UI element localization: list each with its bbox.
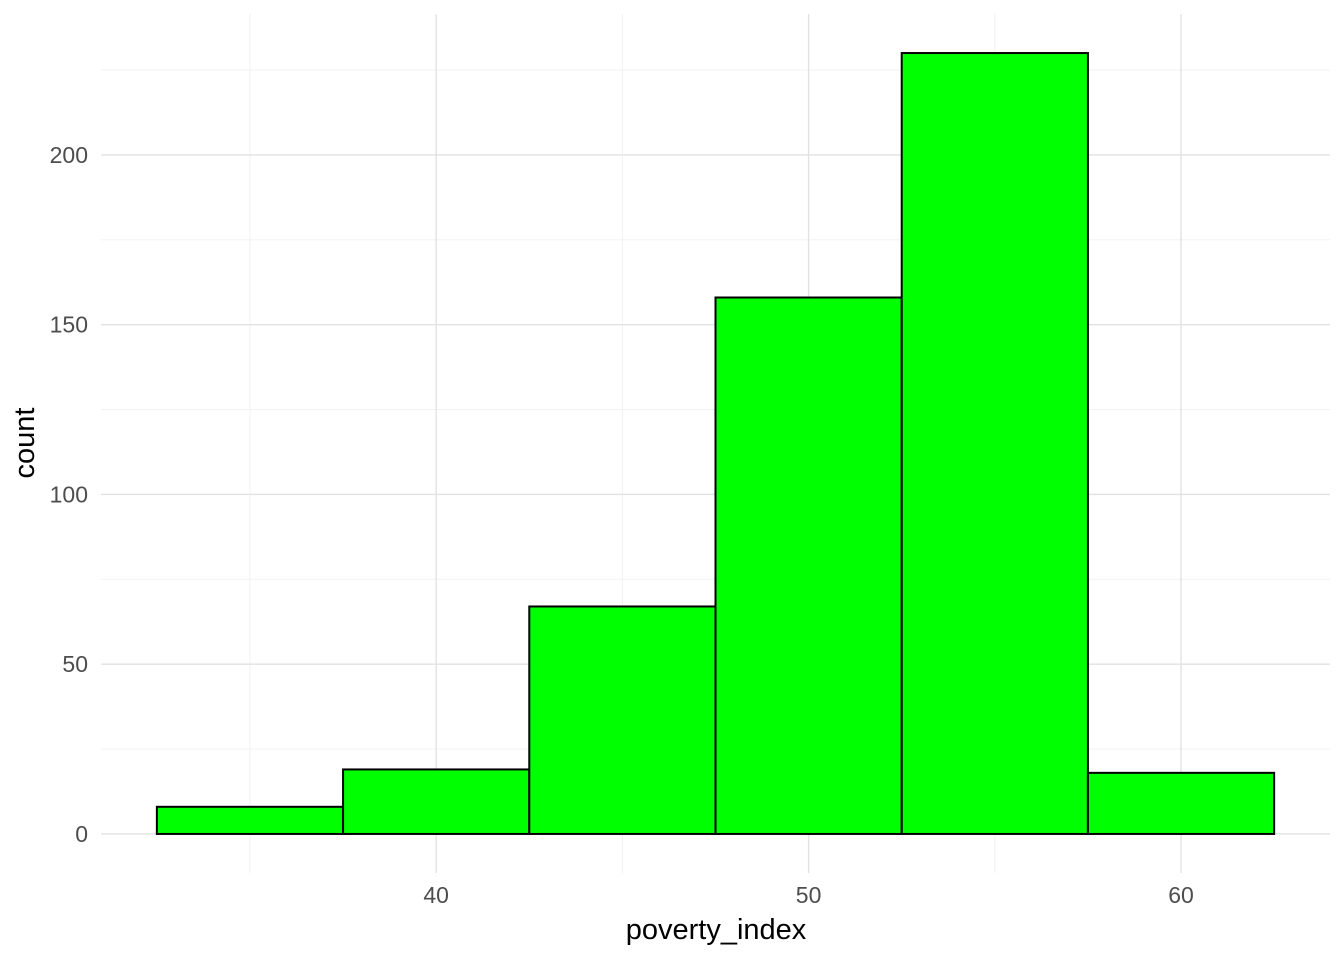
histogram-bars	[155, 52, 1276, 835]
x-tick-label: 40	[423, 882, 449, 908]
x-tick-label: 50	[796, 882, 822, 908]
y-tick-label: 150	[50, 312, 88, 338]
histogram-bar	[1086, 771, 1276, 835]
histogram-bar	[714, 296, 903, 835]
histogram-bar	[155, 805, 345, 835]
y-tick-label: 50	[62, 651, 88, 677]
x-axis-title: poverty_index	[626, 914, 807, 946]
y-axis-tick-labels: 0 50 100 150 200	[50, 142, 88, 847]
y-tick-label: 200	[50, 142, 88, 168]
x-tick-label: 60	[1168, 882, 1194, 908]
x-axis-tick-labels: 40 50 60	[423, 882, 1193, 908]
y-tick-label: 0	[75, 821, 88, 847]
histogram-bar	[342, 768, 531, 835]
y-axis-title: count	[9, 408, 41, 479]
histogram-bar	[528, 605, 717, 835]
histogram-bar	[900, 52, 1089, 835]
y-tick-label: 100	[50, 481, 88, 507]
